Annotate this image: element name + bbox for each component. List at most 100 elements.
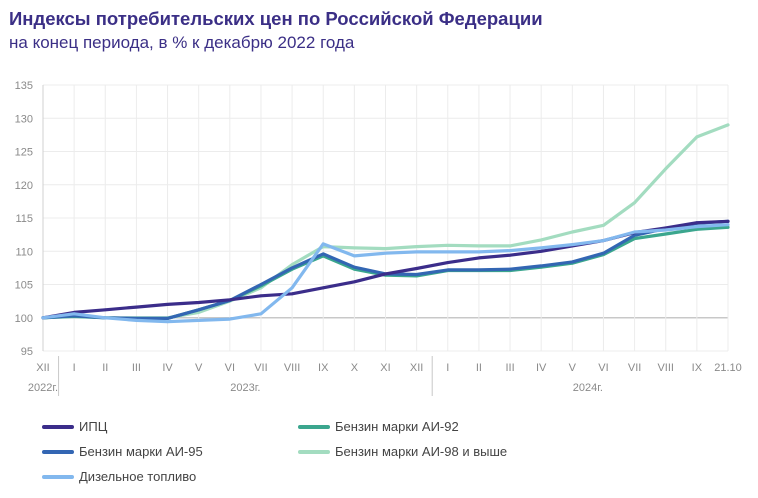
y-tick-label: 120 bbox=[15, 180, 33, 192]
y-tick-label: 125 bbox=[15, 147, 33, 159]
data-point bbox=[228, 298, 232, 302]
data-point bbox=[602, 251, 605, 255]
data-point bbox=[477, 268, 481, 272]
y-tick-label: 110 bbox=[15, 246, 33, 258]
y-tick-label: 95 bbox=[21, 346, 33, 358]
data-point bbox=[103, 308, 107, 312]
data-point bbox=[197, 308, 201, 312]
data-point bbox=[602, 223, 605, 227]
year-label: 2022г. bbox=[28, 382, 58, 394]
data-point bbox=[352, 254, 356, 258]
data-point bbox=[72, 312, 76, 316]
x-tick-label: X bbox=[351, 362, 359, 374]
data-point bbox=[228, 317, 232, 321]
chart-subtitle: на конец периода, в % к декабрю 2022 год… bbox=[9, 33, 355, 52]
data-point bbox=[633, 233, 636, 237]
data-point bbox=[259, 283, 263, 286]
data-point bbox=[664, 167, 668, 171]
data-point bbox=[539, 249, 543, 253]
data-point bbox=[41, 316, 45, 320]
data-point bbox=[570, 230, 574, 234]
data-point bbox=[135, 305, 138, 309]
data-point bbox=[633, 230, 636, 234]
x-tick-label: XII bbox=[410, 362, 423, 374]
legend-item-ai92: Бензин марки АИ-92 bbox=[298, 419, 459, 434]
legend-label: Бензин марки АИ-92 bbox=[335, 419, 459, 434]
year-label: 2024г. bbox=[573, 382, 603, 394]
data-point bbox=[602, 239, 605, 243]
data-point bbox=[166, 320, 169, 324]
data-point bbox=[290, 263, 294, 266]
data-point bbox=[633, 201, 636, 205]
data-point bbox=[539, 238, 543, 242]
legend-item-ai98: Бензин марки АИ-98 и выше bbox=[298, 444, 507, 459]
data-point bbox=[259, 312, 263, 316]
legend-label: Дизельное топливо bbox=[79, 469, 197, 484]
data-point bbox=[197, 301, 201, 304]
year-label: 2023г. bbox=[230, 382, 260, 394]
data-point bbox=[166, 303, 169, 306]
data-point bbox=[477, 256, 481, 260]
x-tick-label: VI bbox=[225, 362, 235, 374]
data-point bbox=[664, 232, 668, 236]
data-point bbox=[290, 292, 294, 296]
y-tick-label: 130 bbox=[15, 113, 33, 125]
data-point bbox=[352, 280, 356, 284]
data-point bbox=[695, 221, 699, 225]
legend-swatch bbox=[42, 474, 74, 479]
legend-label: Бензин марки АИ-98 и выше bbox=[335, 444, 508, 459]
data-point bbox=[446, 250, 450, 254]
data-point bbox=[259, 294, 263, 298]
data-point bbox=[415, 267, 419, 270]
legend-swatch bbox=[298, 424, 330, 429]
data-point bbox=[321, 242, 325, 246]
legend-swatch bbox=[42, 449, 74, 454]
y-tick-label: 100 bbox=[15, 313, 33, 325]
legend-item-ai95: Бензин марки АИ-95 bbox=[42, 444, 203, 459]
data-point bbox=[726, 223, 730, 227]
x-tick-label: VII bbox=[254, 362, 267, 374]
data-point bbox=[539, 246, 543, 250]
x-tick-label: III bbox=[132, 362, 141, 374]
data-point bbox=[352, 246, 356, 250]
chart-title: Индексы потребительских цен по Российско… bbox=[9, 8, 543, 29]
data-point bbox=[664, 228, 668, 232]
x-tick-label: II bbox=[102, 362, 108, 374]
x-tick-label: IX bbox=[692, 362, 703, 374]
x-tick-label: III bbox=[505, 362, 514, 374]
data-point bbox=[633, 237, 636, 241]
data-point bbox=[415, 273, 419, 276]
data-point bbox=[415, 245, 419, 248]
legend-label: Бензин марки АИ-95 bbox=[79, 444, 203, 459]
data-point bbox=[290, 286, 294, 290]
x-tick-label: VI bbox=[598, 362, 608, 374]
x-tick-label: V bbox=[195, 362, 203, 374]
x-tick-label: I bbox=[73, 362, 76, 374]
data-point bbox=[508, 253, 512, 257]
y-tick-label: 115 bbox=[15, 213, 33, 225]
legend-label: ИПЦ bbox=[79, 419, 108, 434]
data-point bbox=[726, 225, 730, 229]
data-point bbox=[446, 243, 450, 247]
x-tick-label: XII bbox=[36, 362, 49, 374]
data-point bbox=[384, 251, 387, 255]
data-point bbox=[477, 250, 481, 254]
data-point bbox=[321, 286, 325, 290]
x-tick-label: VIII bbox=[284, 362, 301, 374]
y-tick-label: 105 bbox=[15, 280, 33, 292]
data-point bbox=[321, 252, 325, 256]
data-point bbox=[570, 260, 574, 264]
data-point bbox=[726, 219, 730, 223]
x-tick-label: IV bbox=[536, 362, 547, 374]
data-point bbox=[477, 244, 481, 248]
data-point bbox=[352, 265, 356, 269]
x-tick-label: IV bbox=[162, 362, 173, 374]
data-point bbox=[166, 317, 169, 320]
data-point bbox=[446, 268, 450, 272]
data-point bbox=[539, 264, 543, 268]
data-point bbox=[508, 267, 512, 271]
x-tick-label: II bbox=[476, 362, 482, 374]
x-tick-label: VII bbox=[628, 362, 641, 374]
data-point bbox=[415, 250, 419, 254]
